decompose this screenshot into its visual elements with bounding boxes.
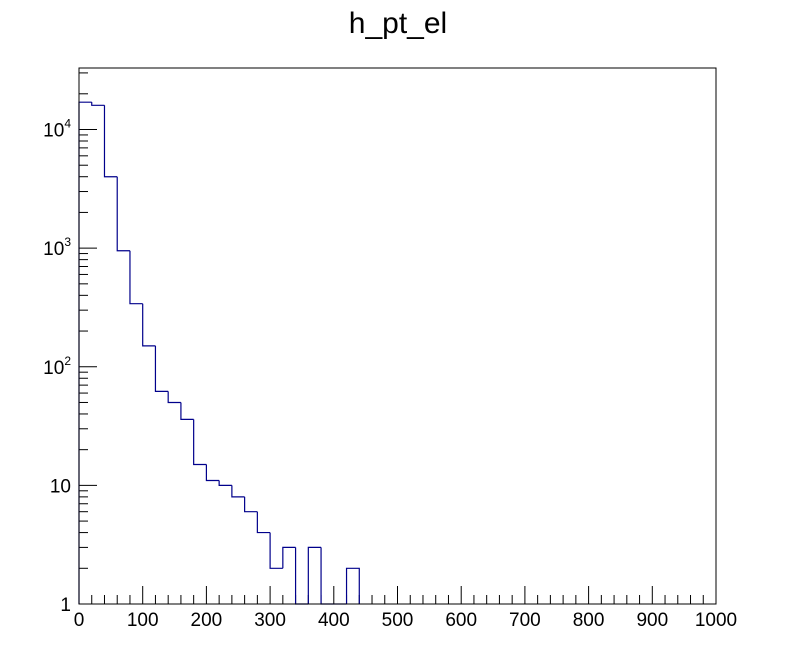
histogram-bin [91,102,105,106]
y-tick-label: 102 [43,354,71,379]
x-tick-label: 600 [445,610,477,631]
histogram-bin [129,250,143,305]
y-tick-exponent: 3 [64,235,71,249]
histogram-bin [282,546,296,569]
histogram-bin [244,496,258,513]
y-tick-label: 104 [43,117,71,142]
histogram-bin [345,567,360,604]
x-tick-label: 800 [573,610,605,631]
y-tick-label: 103 [43,235,71,260]
y-tick-label: 10 [50,476,71,497]
histogram-bin [256,511,271,534]
y-tick-base: 10 [43,121,64,142]
tick-labels: 0 100 200 300 400 500 600 700 800 900 100011010210… [43,117,737,631]
y-tick-base: 10 [43,358,64,379]
y-tick-base: 10 [50,476,71,497]
x-tick-label: 300 [254,610,286,631]
x-tick-label: 0 [74,610,85,631]
histogram-bin [103,105,118,178]
x-tick-label: 100 [127,610,159,631]
histogram-bin [294,547,309,605]
x-tick-label: 900 [636,610,668,631]
x-tick-label: 200 [191,610,223,631]
histogram-bin [167,391,181,404]
histogram-bin [231,485,245,498]
chart-title: h_pt_el [349,7,447,40]
histogram-bin [78,101,92,604]
histogram-bin [218,480,232,486]
axis-ticks [78,72,717,605]
histogram-bin [269,532,283,569]
x-tick-label: 1000 [695,610,737,631]
y-tick-label: 1 [60,595,71,616]
x-tick-label: 500 [382,610,414,631]
histogram-bin [116,176,130,252]
histogram-bin [320,547,334,605]
x-tick-label: 700 [509,610,541,631]
histogram-bin [193,419,207,466]
y-tick-base: 1 [60,595,71,616]
y-tick-exponent: 4 [64,117,71,131]
y-tick-exponent: 2 [64,354,71,368]
histogram-bin [205,464,220,482]
plot-frame [78,67,717,605]
y-tick-base: 10 [43,239,64,260]
histogram-bin [180,402,194,420]
histogram-series [78,101,360,605]
histogram-bin [142,303,156,347]
histogram-bin [307,546,322,604]
x-tick-label: 400 [318,610,350,631]
histogram-bin [154,345,169,392]
